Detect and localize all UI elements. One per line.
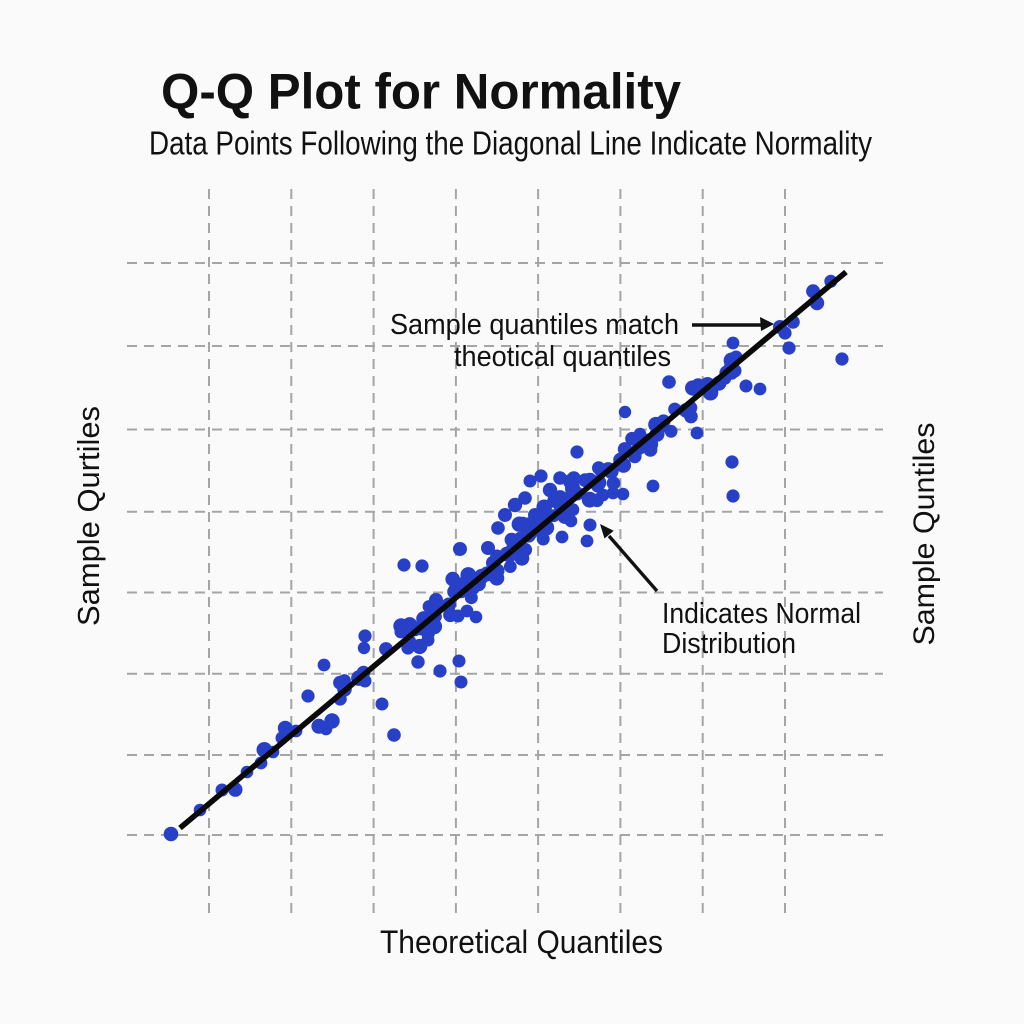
svg-text:Indicates Normal: Indicates Normal [662, 598, 861, 630]
svg-text:Data Points Following the Diag: Data Points Following the Diagonal Line … [149, 125, 872, 162]
svg-text:Sample Quntiles: Sample Quntiles [908, 423, 941, 646]
svg-text:theotical quantiles: theotical quantiles [454, 341, 671, 373]
svg-text:Sample quantiles match: Sample quantiles match [390, 309, 679, 341]
svg-text:Distribution: Distribution [662, 628, 796, 660]
svg-text:Theoretical Quantiles: Theoretical Quantiles [380, 924, 663, 960]
svg-text:Q-Q Plot for Normality: Q-Q Plot for Normality [161, 64, 681, 120]
svg-text:Sample Qurtiles: Sample Qurtiles [71, 406, 106, 626]
